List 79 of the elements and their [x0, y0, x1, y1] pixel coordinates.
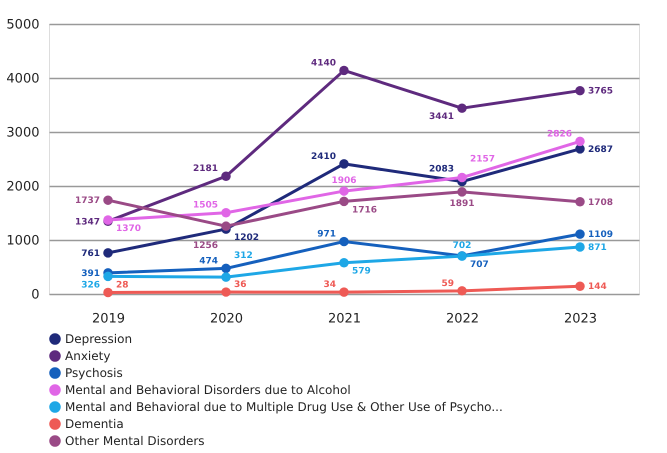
data-label: 326	[81, 280, 100, 290]
point	[339, 196, 349, 206]
point	[103, 248, 113, 258]
point	[221, 208, 231, 218]
data-label: 2181	[192, 164, 218, 174]
point	[575, 197, 585, 206]
point	[457, 286, 467, 296]
data-label: 34	[323, 280, 336, 290]
y-tick-label: 4000	[6, 72, 40, 86]
data-label: 1256	[192, 241, 218, 252]
point	[339, 258, 349, 268]
data-label: 144	[588, 282, 607, 292]
point	[575, 242, 585, 252]
legend-label: Mental and Behavioral Disorders due to Alcohol	[65, 383, 351, 397]
data-label: 707	[470, 260, 489, 270]
data-label: 1737	[74, 196, 100, 206]
legend-label: Anxiety	[65, 349, 110, 363]
point	[103, 195, 113, 205]
data-label: 391	[81, 268, 100, 279]
data-label: 474	[199, 256, 218, 266]
x-tick-label: 2023	[564, 312, 598, 326]
data-label: 1891	[449, 198, 475, 209]
x-tick-label: 2022	[446, 312, 480, 326]
point	[575, 229, 585, 239]
legend-label: Mental and Behavioral due to Multiple Drug Use & Other Use of Psycho...	[65, 400, 503, 414]
x-tick-label: 2021	[328, 312, 362, 326]
point	[339, 236, 349, 246]
legend-label: Other Mental Disorders	[65, 434, 205, 448]
point	[221, 272, 231, 282]
data-label: 3765	[588, 86, 614, 97]
point	[103, 288, 113, 298]
data-label: 1505	[192, 200, 218, 211]
y-tick-label: 5000	[6, 18, 40, 32]
point	[457, 172, 467, 182]
data-label: 4140	[310, 58, 336, 68]
data-label: 28	[116, 280, 129, 290]
data-label: 579	[352, 266, 371, 277]
data-label: 1370	[116, 224, 142, 234]
point	[221, 171, 231, 181]
data-label: 2410	[310, 152, 336, 162]
data-label: 971	[317, 230, 336, 240]
point	[103, 272, 113, 282]
data-label: 1109	[588, 230, 614, 240]
data-label: 59	[441, 278, 454, 289]
y-tick-label: 2000	[6, 180, 40, 194]
point	[339, 66, 349, 76]
legend-label: Depression	[65, 332, 132, 346]
point	[575, 136, 585, 146]
data-label: 871	[588, 242, 607, 253]
point	[339, 186, 349, 196]
x-tick-label: 2019	[92, 312, 126, 326]
point	[575, 281, 585, 291]
point	[339, 159, 349, 169]
legend-label: Psychosis	[65, 366, 123, 380]
point	[457, 103, 467, 113]
x-tick-label: 2020	[210, 312, 244, 326]
y-tick-label: 0	[31, 288, 40, 302]
data-label: 702	[452, 241, 472, 252]
point	[339, 287, 349, 297]
legend-label: Dementia	[65, 417, 124, 431]
data-label: 3441	[428, 112, 454, 122]
data-label: 1708	[588, 198, 614, 208]
data-label: 761	[81, 248, 100, 259]
data-label: 36	[234, 280, 247, 290]
data-label: 1906	[331, 176, 357, 186]
data-label: 2687	[588, 144, 614, 155]
data-label: 2083	[428, 164, 454, 175]
point	[221, 221, 231, 231]
y-tick-label: 1000	[6, 234, 40, 248]
point	[457, 187, 467, 197]
point	[221, 264, 231, 274]
data-label: 1202	[234, 233, 260, 244]
point	[221, 287, 231, 297]
y-tick-label: 3000	[6, 126, 40, 140]
point	[575, 86, 585, 96]
data-label: 312	[234, 251, 253, 262]
data-label: 2157	[470, 154, 496, 165]
data-label: 1347	[74, 217, 100, 228]
data-label: 1716	[352, 205, 378, 216]
